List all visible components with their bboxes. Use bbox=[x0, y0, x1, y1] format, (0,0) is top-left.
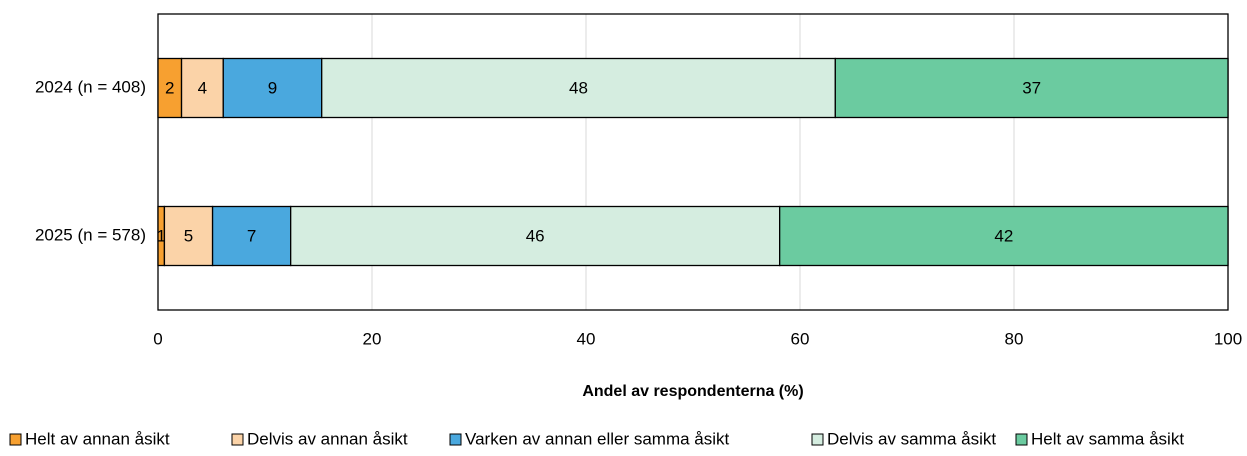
legend-swatch bbox=[9, 433, 22, 446]
bar-segment bbox=[834, 57, 1229, 119]
data-label: 2 bbox=[165, 78, 174, 97]
plot-frame bbox=[157, 13, 1229, 311]
x-tick-label: 20 bbox=[363, 329, 382, 348]
legend-label: Helt av annan åsikt bbox=[25, 429, 170, 448]
x-tick-label: 60 bbox=[791, 329, 810, 348]
legend-swatch bbox=[231, 433, 244, 446]
legend-swatch bbox=[811, 433, 824, 446]
x-axis-title: Andel av respondenterna (%) bbox=[582, 383, 803, 400]
data-label: 7 bbox=[247, 226, 256, 245]
legend-label: Delvis av annan åsikt bbox=[247, 429, 408, 448]
data-label: 5 bbox=[184, 226, 193, 245]
legend-label: Varken av annan eller samma åsikt bbox=[465, 429, 730, 448]
data-label: 9 bbox=[268, 78, 277, 97]
data-label: 42 bbox=[994, 226, 1013, 245]
bar-segment bbox=[290, 205, 781, 267]
x-tick-label: 0 bbox=[153, 329, 162, 348]
legend-label: Delvis av samma åsikt bbox=[827, 429, 996, 448]
bar-segment bbox=[163, 205, 214, 267]
y-tick-label: 2025 (n = 578) bbox=[35, 225, 146, 244]
bar-segment bbox=[211, 205, 292, 267]
x-tick-label: 80 bbox=[1005, 329, 1024, 348]
x-tick-label: 40 bbox=[577, 329, 596, 348]
data-label: 46 bbox=[526, 226, 545, 245]
data-label: 1 bbox=[156, 226, 165, 245]
data-label: 4 bbox=[198, 78, 207, 97]
legend-label: Helt av samma åsikt bbox=[1031, 429, 1184, 448]
y-tick-label: 2024 (n = 408) bbox=[35, 77, 146, 96]
x-tick-label: 100 bbox=[1214, 329, 1242, 348]
bar-segment bbox=[779, 205, 1229, 267]
legend-swatch bbox=[1015, 433, 1028, 446]
data-label: 48 bbox=[569, 78, 588, 97]
legend-swatch bbox=[449, 433, 462, 446]
bar-segment bbox=[321, 57, 836, 119]
data-label: 37 bbox=[1022, 78, 1041, 97]
